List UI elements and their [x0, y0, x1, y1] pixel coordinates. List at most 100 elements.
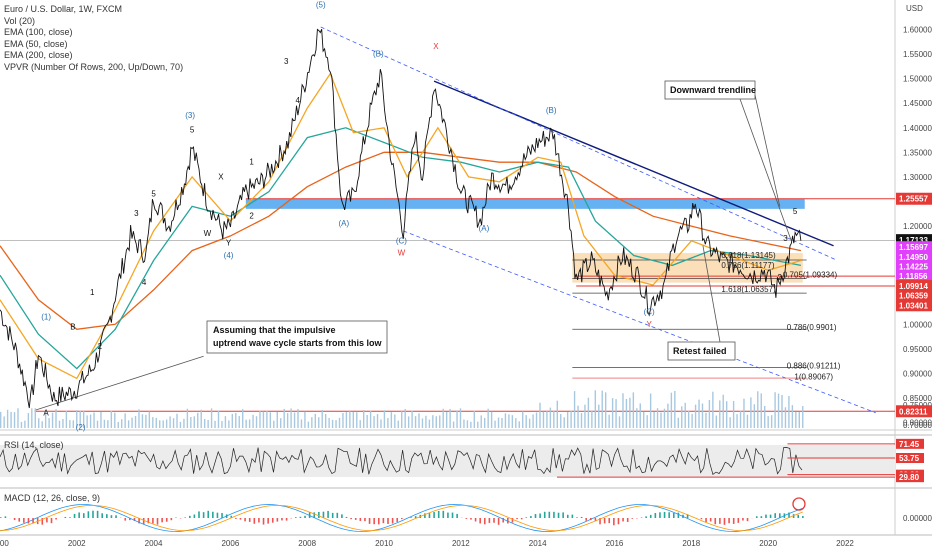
volume-bar — [788, 395, 790, 428]
volume-bar — [691, 413, 693, 428]
macd-histogram-bar — [129, 518, 131, 521]
time-tick-label: 2016 — [606, 539, 624, 548]
volume-bar — [276, 411, 278, 428]
price-tag-label: 1.06359 — [899, 292, 928, 301]
rsi-level-label: 71.45 — [899, 440, 920, 449]
macd-histogram-bar — [285, 518, 288, 521]
macd-histogram-bar — [714, 518, 717, 525]
volume-bar — [764, 405, 766, 428]
volume-bar — [390, 412, 393, 428]
fib-label: 0.886(0.91211) — [787, 362, 841, 371]
volume-bar — [200, 409, 202, 428]
legend-vpvr: VPVR (Number Of Rows, 200, Up/Down, 70) — [4, 61, 184, 72]
volume-bar — [58, 420, 61, 428]
volume-bar — [411, 410, 413, 428]
macd-histogram-bar — [631, 518, 634, 519]
volume-bar — [598, 404, 600, 428]
wave-label: (A) — [479, 224, 490, 233]
legend-vol: Vol (20) — [4, 15, 36, 26]
volume-bar — [286, 413, 289, 428]
volume-bar — [532, 414, 534, 428]
volume-bar — [152, 417, 154, 428]
macd-histogram-bar — [649, 514, 652, 518]
price-tag — [896, 192, 932, 205]
macd-histogram-bar — [92, 510, 94, 518]
volume-bar — [774, 392, 776, 428]
volume-bar — [463, 419, 465, 428]
volume-bar — [159, 420, 161, 428]
volume-bar — [266, 410, 268, 428]
volume-bar — [65, 410, 68, 428]
legend-ema200: EMA (200, close) — [4, 50, 73, 60]
fib-label: 0.786(1.11177) — [721, 261, 774, 270]
macd-histogram-bar — [313, 512, 316, 518]
volume-bar — [663, 408, 666, 428]
wave-label: 2 — [249, 212, 254, 221]
volume-bar — [725, 401, 728, 428]
volume-bar — [20, 421, 23, 428]
macd-histogram-bar — [483, 518, 486, 525]
volume-bar — [300, 419, 303, 428]
volume-bar — [193, 416, 195, 428]
downward-trendline-text: Downward trendline — [670, 85, 756, 95]
fib-label: 0.705(1.09334) — [783, 271, 838, 280]
volume-bar — [604, 392, 607, 428]
volume-bar — [687, 411, 690, 428]
volume-bar — [594, 390, 597, 428]
wave-label: 3 — [783, 234, 788, 243]
macd-histogram-bar — [299, 516, 302, 518]
macd-histogram-bar — [502, 518, 505, 523]
volume-bar — [141, 414, 144, 428]
macd-histogram-bar — [235, 518, 237, 519]
wave-label: Y — [226, 239, 232, 248]
volume-bar — [777, 393, 780, 428]
volume-bar — [556, 400, 558, 428]
callout-pointer — [754, 94, 781, 207]
rsi-level-label: 29.80 — [899, 473, 920, 482]
volume-bar — [414, 416, 417, 428]
volume-bar — [44, 410, 47, 428]
volume-bar — [656, 408, 659, 428]
volume-bar — [186, 408, 189, 428]
price-tag — [896, 270, 932, 283]
volume-bar — [732, 400, 735, 428]
volume-bar — [560, 414, 562, 428]
macd-histogram-bar — [308, 511, 311, 518]
volume-bar — [643, 411, 645, 428]
price-tag-label: 1.15697 — [899, 243, 928, 252]
volume-bar — [584, 404, 586, 428]
macd-histogram-bar — [428, 513, 431, 518]
volume-bar — [269, 412, 272, 428]
macd-histogram-bar — [271, 518, 274, 523]
volume-bar — [445, 411, 448, 428]
volume-bar — [197, 412, 199, 428]
volume-bar — [511, 415, 514, 428]
macd-histogram-bar — [433, 512, 435, 518]
volume-bar — [501, 417, 503, 428]
legend-ema100: EMA (100, close) — [4, 27, 73, 37]
macd-histogram-bar — [188, 515, 191, 518]
volume-bar — [570, 410, 572, 428]
volume-bar — [781, 394, 783, 428]
macd-histogram-bar — [613, 518, 615, 526]
macd-histogram-bar — [530, 516, 532, 518]
volume-bar — [162, 420, 164, 428]
macd-histogram-bar — [106, 514, 108, 518]
fib-label: 0.618(1.13145) — [721, 251, 776, 260]
volume-bar — [62, 419, 64, 428]
assumption-text-2: uptrend wave cycle starts from this low — [213, 338, 383, 348]
volume-bar — [667, 403, 669, 428]
macd-histogram-bar — [456, 513, 458, 518]
wave-label: Y — [646, 320, 652, 329]
macd-histogram-bar — [414, 516, 417, 518]
volume-bar — [145, 414, 147, 428]
macd-histogram-bar — [511, 518, 514, 523]
macd-histogram-bar — [354, 518, 357, 520]
macd-histogram-bar — [594, 518, 597, 521]
macd-histogram-bar — [253, 518, 256, 524]
resistance-zone — [245, 199, 805, 209]
volume-tick-label: 0.70000 — [903, 421, 932, 430]
ema200-line — [0, 151, 802, 330]
price-tag-label: 1.11856 — [899, 272, 928, 281]
